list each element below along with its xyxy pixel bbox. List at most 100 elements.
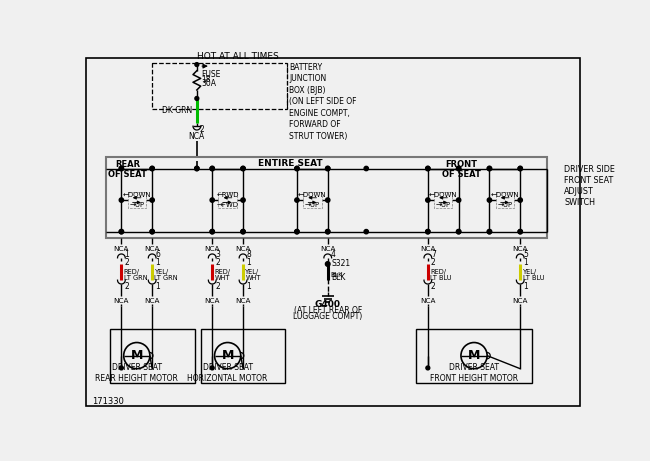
Text: G400: G400 [315, 300, 341, 308]
Text: M: M [468, 349, 480, 362]
Bar [201, 329, 285, 383]
Circle shape [119, 230, 124, 234]
Circle shape [119, 166, 124, 171]
Circle shape [518, 166, 523, 171]
Circle shape [456, 166, 461, 171]
Text: BATTERY
JUNCTION
BOX (BJB)
(ON LEFT SIDE OF
ENGINE COMPT,
FORWARD OF
STRUT TOWER: BATTERY JUNCTION BOX (BJB) (ON LEFT SIDE… [289, 63, 357, 141]
Bar [303, 192, 322, 208]
Circle shape [241, 198, 245, 202]
Circle shape [150, 230, 154, 234]
Circle shape [195, 63, 199, 66]
Text: NCA: NCA [235, 298, 251, 304]
Circle shape [295, 230, 299, 234]
Circle shape [488, 230, 491, 234]
Circle shape [210, 230, 215, 234]
Text: DRIVER SEAT
FRONT HEIGHT MOTOR: DRIVER SEAT FRONT HEIGHT MOTOR [430, 362, 518, 383]
Circle shape [364, 230, 369, 234]
Text: FRONT
OF SEAT: FRONT OF SEAT [442, 160, 481, 179]
Text: S321: S321 [332, 260, 351, 268]
Circle shape [241, 166, 245, 171]
Circle shape [195, 166, 199, 171]
Circle shape [326, 166, 330, 171]
Text: DRIVER SIDE
FRONT SEAT
ADJUST
SWITCH: DRIVER SIDE FRONT SEAT ADJUST SWITCH [564, 165, 615, 207]
Circle shape [426, 230, 430, 234]
Circle shape [295, 230, 299, 234]
Text: 1: 1 [155, 258, 160, 267]
Bar [416, 329, 532, 383]
Text: ←RWD: ←RWD [216, 192, 239, 198]
Text: YEL/
LT GRN: YEL/ LT GRN [155, 268, 178, 281]
Circle shape [426, 198, 430, 202]
Text: 2: 2 [215, 258, 220, 267]
Circle shape [210, 166, 215, 171]
Text: LUGGAGE COMPT): LUGGAGE COMPT) [293, 312, 362, 321]
Bar [127, 192, 146, 208]
Text: NCA: NCA [114, 246, 129, 252]
Text: →UP: →UP [305, 202, 320, 208]
Text: RED/
LT GRN: RED/ LT GRN [124, 268, 148, 281]
Text: DRIVER SEAT
HORIZONTAL MOTOR: DRIVER SEAT HORIZONTAL MOTOR [187, 362, 268, 383]
Text: RED/
WHT: RED/ WHT [214, 268, 231, 281]
Text: NCA: NCA [512, 246, 528, 252]
Circle shape [456, 230, 461, 234]
Circle shape [195, 96, 199, 100]
Text: →UP: →UP [436, 202, 451, 208]
Circle shape [456, 230, 461, 234]
Text: DRIVER SEAT
REAR HEIGHT MOTOR: DRIVER SEAT REAR HEIGHT MOTOR [96, 362, 178, 383]
Text: YEL/
LT BLU: YEL/ LT BLU [523, 268, 544, 281]
Circle shape [119, 230, 124, 234]
Circle shape [488, 230, 491, 234]
Circle shape [119, 166, 124, 171]
Circle shape [456, 166, 461, 171]
Text: M: M [131, 349, 143, 362]
Circle shape [241, 166, 245, 171]
Bar [218, 192, 237, 208]
Text: HOT AT ALL TIMES: HOT AT ALL TIMES [197, 53, 279, 61]
Circle shape [150, 166, 154, 171]
Text: 2: 2 [200, 125, 205, 134]
Text: YEL/
WHT: YEL/ WHT [245, 268, 261, 281]
Text: 7: 7 [431, 250, 436, 259]
Text: M: M [222, 349, 234, 362]
Text: 3: 3 [215, 250, 220, 259]
Circle shape [120, 366, 124, 370]
Text: ←DOWN: ←DOWN [429, 192, 458, 198]
Text: ←DOWN: ←DOWN [491, 192, 519, 198]
Circle shape [364, 166, 369, 171]
Text: 171330: 171330 [92, 397, 124, 406]
Circle shape [456, 198, 461, 202]
Text: (AT LEFT REAR OF: (AT LEFT REAR OF [294, 306, 362, 315]
Text: NCA: NCA [188, 132, 205, 142]
Circle shape [326, 166, 330, 171]
Circle shape [210, 166, 215, 171]
Text: →FWD: →FWD [216, 202, 239, 208]
Bar [495, 192, 514, 208]
Text: 2: 2 [124, 282, 129, 291]
Circle shape [426, 166, 430, 171]
Bar [434, 192, 452, 208]
Bar [106, 157, 547, 238]
Circle shape [295, 166, 299, 171]
Circle shape [326, 230, 330, 234]
Text: 18: 18 [202, 75, 211, 84]
Text: 1: 1 [246, 282, 251, 291]
Text: ←DOWN: ←DOWN [122, 192, 151, 198]
Text: FUSE: FUSE [202, 70, 221, 79]
Circle shape [426, 230, 430, 234]
Text: 1: 1 [124, 250, 129, 259]
Circle shape [488, 166, 491, 171]
Text: NCA: NCA [235, 246, 251, 252]
Circle shape [241, 230, 245, 234]
Text: NCA: NCA [205, 298, 220, 304]
Text: 2: 2 [431, 258, 436, 267]
Circle shape [119, 198, 124, 202]
Text: REAR
OF SEAT: REAR OF SEAT [108, 160, 147, 179]
Circle shape [210, 198, 215, 202]
Circle shape [211, 366, 214, 370]
Text: NCA: NCA [512, 298, 528, 304]
Circle shape [426, 366, 430, 370]
Circle shape [210, 230, 215, 234]
Circle shape [488, 198, 491, 202]
Text: NCA: NCA [420, 246, 436, 252]
Text: 1: 1 [246, 258, 251, 267]
